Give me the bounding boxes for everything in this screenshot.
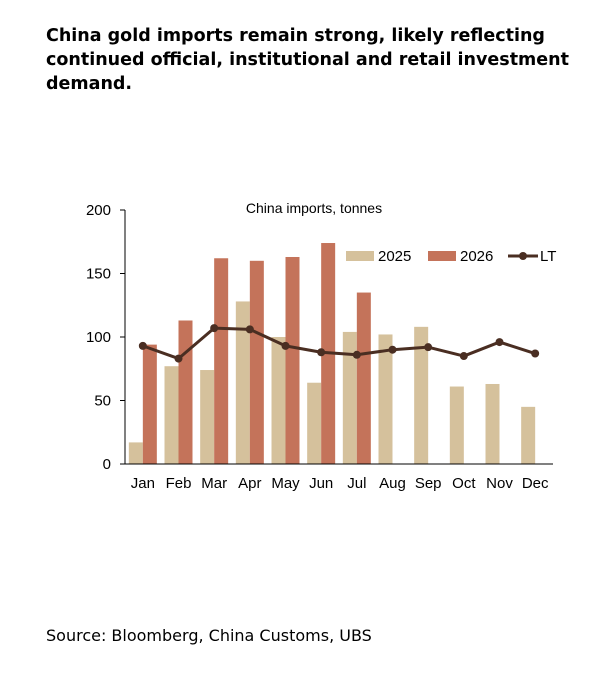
- bar-2025-sep: [414, 326, 429, 464]
- bar-2025-apr: [235, 301, 250, 464]
- bar-2025-jan: [128, 442, 143, 464]
- bar-2025-dec: [521, 406, 536, 464]
- x-tick-label: May: [271, 475, 300, 492]
- legend-label-2026: 2026: [460, 248, 493, 265]
- x-ticks: Jan Feb Mar Apr May Jun Jul Aug Sep Oct Nov Dec: [131, 475, 549, 492]
- bar-2025-may: [271, 337, 286, 464]
- point-lt-jul: [352, 350, 361, 359]
- source-note: Source: Bloomberg, China Customs, UBS: [46, 626, 372, 645]
- bar-2026-may: [285, 256, 300, 464]
- line-layer: [138, 324, 540, 363]
- point-lt-dec: [531, 349, 540, 358]
- bar-2026-jul: [356, 292, 371, 464]
- chart-title: China imports, tonnes: [246, 200, 382, 216]
- legend-label-lt: LT: [540, 248, 556, 265]
- x-tick-label: Jun: [309, 475, 333, 492]
- bar-2025-nov: [485, 383, 500, 464]
- x-tick-label: Aug: [379, 475, 406, 492]
- x-tick-label: Dec: [522, 475, 549, 492]
- legend-swatch-2025: [346, 251, 374, 261]
- point-lt-mar: [210, 324, 219, 333]
- bar-2026-mar: [214, 258, 229, 464]
- bar-2026-feb: [178, 320, 193, 464]
- point-lt-nov: [495, 338, 504, 347]
- x-tick-label: Jan: [131, 475, 155, 492]
- bar-2026-jan: [142, 344, 157, 464]
- point-lt-sep: [424, 343, 433, 352]
- y-tick-label: 200: [86, 202, 111, 219]
- x-tick-label: Apr: [238, 475, 261, 492]
- bar-2025-aug: [378, 334, 393, 464]
- y-tick-label: 50: [94, 393, 111, 410]
- x-tick-label: Feb: [166, 475, 192, 492]
- line-lt: [142, 326, 536, 361]
- point-lt-apr: [245, 325, 254, 334]
- point-lt-jun: [317, 348, 326, 357]
- point-lt-oct: [459, 352, 468, 361]
- legend: 2025 2026 LT: [346, 248, 556, 265]
- headline: China gold imports remain strong, likely…: [46, 26, 569, 94]
- bar-2025-jun: [307, 382, 322, 464]
- bar-2025-jul: [342, 331, 357, 464]
- x-tick-label: Oct: [452, 475, 476, 492]
- y-tick-label: 100: [86, 329, 111, 346]
- y-tick-label: 150: [86, 266, 111, 283]
- x-tick-label: Nov: [486, 475, 513, 492]
- point-lt-aug: [388, 345, 397, 354]
- bar-2025-oct: [449, 386, 464, 464]
- point-lt-may: [281, 341, 290, 350]
- point-lt-jan: [138, 341, 147, 350]
- point-lt-feb: [174, 354, 183, 363]
- legend-swatch-2026: [428, 251, 456, 261]
- bars-layer: [128, 243, 536, 464]
- y-ticks: 0 50 100 150 200: [86, 202, 125, 473]
- y-tick-label: 0: [103, 456, 111, 473]
- bar-2026-apr: [249, 260, 264, 464]
- legend-swatch-lt-marker: [519, 252, 527, 260]
- x-tick-label: Sep: [415, 475, 442, 492]
- legend-label-2025: 2025: [378, 248, 411, 265]
- x-tick-label: Jul: [347, 475, 366, 492]
- x-tick-label: Mar: [201, 475, 227, 492]
- bar-2025-feb: [164, 366, 179, 464]
- bar-2025-mar: [200, 370, 215, 464]
